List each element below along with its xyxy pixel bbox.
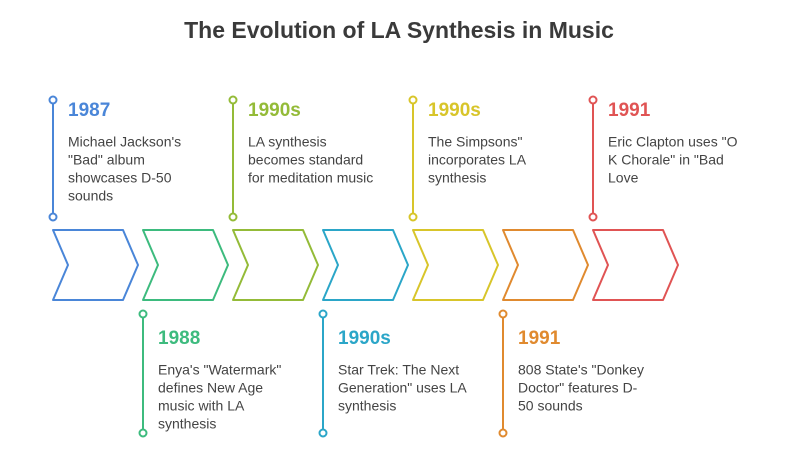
event-description: for meditation music bbox=[248, 170, 373, 186]
connector-dot bbox=[48, 212, 58, 222]
chevron bbox=[142, 229, 229, 301]
event-year: 1990s bbox=[248, 100, 301, 121]
event-description: synthesis bbox=[338, 398, 396, 414]
connector-dot bbox=[498, 428, 508, 438]
event-year: 1991 bbox=[518, 328, 561, 349]
event-description: 808 State's "Donkey bbox=[518, 362, 644, 378]
event-description: Michael Jackson's bbox=[68, 134, 181, 150]
connector-dot bbox=[48, 95, 58, 105]
event-description: defines New Age bbox=[158, 380, 263, 396]
connector-dot bbox=[498, 309, 508, 319]
connector-dot bbox=[588, 212, 598, 222]
event-description: Doctor" features D- bbox=[518, 380, 638, 396]
connector-dot bbox=[408, 212, 418, 222]
event-year: 1990s bbox=[338, 328, 391, 349]
connector-dot bbox=[228, 212, 238, 222]
event-description: 50 sounds bbox=[518, 398, 583, 414]
connector-dot bbox=[138, 428, 148, 438]
event-year: 1990s bbox=[428, 100, 481, 121]
chevron bbox=[232, 229, 319, 301]
event-description: Generation" uses LA bbox=[338, 380, 467, 396]
event-description: The Simpsons" bbox=[428, 134, 522, 150]
event-description: "Bad" album bbox=[68, 152, 145, 168]
connector-dot bbox=[408, 95, 418, 105]
event-description: Enya's "Watermark" bbox=[158, 362, 281, 378]
event-description: Love bbox=[608, 170, 639, 186]
connector-dot bbox=[588, 95, 598, 105]
chevron bbox=[52, 229, 139, 301]
chevron bbox=[592, 229, 679, 301]
event-year: 1991 bbox=[608, 100, 651, 121]
event-description: LA synthesis bbox=[248, 134, 327, 150]
event-description: K Chorale" in "Bad bbox=[608, 152, 724, 168]
event-year: 1987 bbox=[68, 100, 110, 121]
event-description: music with LA bbox=[158, 398, 245, 414]
event-description: showcases D-50 bbox=[68, 170, 172, 186]
event-year: 1988 bbox=[158, 328, 200, 349]
connector-dot bbox=[228, 95, 238, 105]
event-description: synthesis bbox=[158, 416, 216, 432]
event-description: synthesis bbox=[428, 170, 486, 186]
connector-dot bbox=[318, 428, 328, 438]
event-description: incorporates LA bbox=[428, 152, 527, 168]
event-description: sounds bbox=[68, 188, 113, 204]
event-description: Star Trek: The Next bbox=[338, 362, 459, 378]
event-description: becomes standard bbox=[248, 152, 363, 168]
chevron bbox=[502, 229, 589, 301]
connector-dot bbox=[138, 309, 148, 319]
event-description: Eric Clapton uses "O bbox=[608, 134, 738, 150]
title: The Evolution of LA Synthesis in Music bbox=[184, 17, 614, 43]
chevron bbox=[412, 229, 499, 301]
chevron bbox=[322, 229, 409, 301]
connector-dot bbox=[318, 309, 328, 319]
